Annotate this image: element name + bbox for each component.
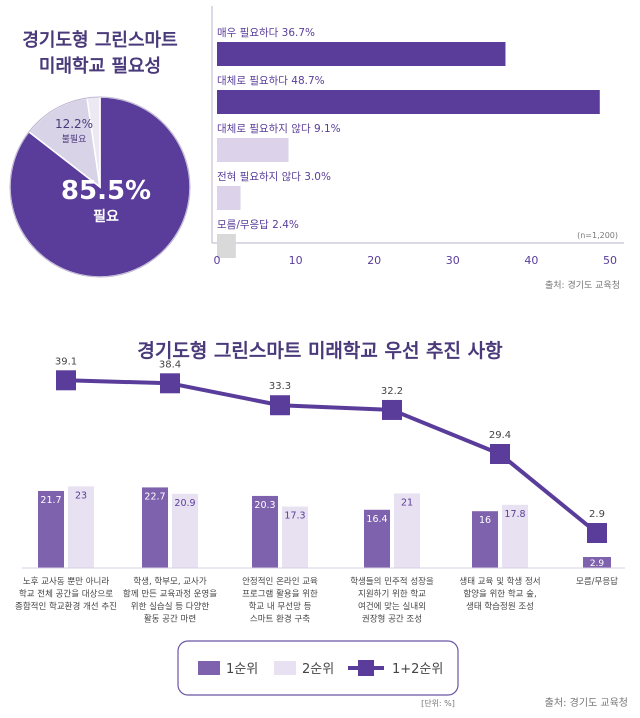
pie-value-unneeded: 12.2% [55,117,93,131]
category-label-3-2: 여건에 맞는 실내외 [358,601,426,612]
category-label-5-0: 모름/무응답 [576,576,618,587]
hbar-label-2: 대체로 필요하지 않다 9.1% [217,122,341,135]
hbar-xtick-2: 20 [367,254,381,267]
bar-rank1-3 [364,509,390,568]
pie-outline [9,96,191,278]
category-label-3-0: 학생들의 민주적 성장을 [350,576,434,587]
hbar-label-1: 대체로 필요하다 48.7% [217,74,325,87]
line-marker-0 [56,370,76,391]
bar-rank1-label-5: 2.9 [590,559,605,569]
hbar-xtick-0: 0 [214,254,221,267]
line-value-label-3: 32.2 [381,386,403,397]
pie-label-unneeded: 불필요 [62,133,87,145]
category-label-1-2: 위한 실습실 등 다양한 [131,601,210,612]
bar-rank1-5 [583,557,611,568]
line-marker-2 [270,395,290,416]
legend-box [177,640,459,696]
category-label-1-3: 활동 공간 마련 [144,614,196,625]
bar-rank1-label-4: 16 [479,515,491,526]
category-label-4-2: 생태 학습정원 조성 [466,601,534,612]
bar-rank1-label-0: 21.7 [40,495,61,506]
category-label-3-3: 권장형 공간 조성 [362,614,422,625]
bar-rank1-0 [38,490,64,568]
combo-source: 출처: 경기도 교육청 [545,696,628,709]
bar-rank2-2 [282,506,308,568]
bar-rank2-4 [502,504,528,568]
category-label-1-1: 함께 만든 교육과정 운영을 [123,589,217,600]
pie-title-line-2: 미래학교 필요성 [38,56,162,77]
pie-label-need: 필요 [93,208,119,225]
legend-swatch-rank2 [274,661,296,675]
category-label-0-1: 학교 전체 공간을 대상으로 [19,589,113,600]
line-value-label-4: 29.4 [489,430,511,441]
hbar-label-3: 전혀 필요하지 않다 3.0% [217,170,331,183]
bar-rank2-0 [68,486,94,568]
hbar-bar-1 [217,90,600,114]
category-label-2-1: 프로그램 활용을 위한 [242,589,318,600]
bar-rank2-label-3: 21 [401,497,413,508]
chart-legend: 1순위 2순위 1+2순위 [177,640,459,696]
pie-title-line-1: 경기도형 그린스마트 [22,30,178,51]
legend-label-rank2: 2순위 [302,662,334,677]
hbar-label-0: 매우 필요하다 36.7% [217,26,315,39]
line-value-label-2: 33.3 [269,381,291,392]
priority-chart-title: 경기도형 그린스마트 미래학교 우선 추진 사항 [137,340,503,362]
hbar-xtick-3: 30 [446,254,460,267]
pie-chart: 85.5% 필요 12.2% 불필요 [9,96,191,278]
line-marker-1 [160,373,180,394]
line-value-label-1: 38.4 [159,359,181,370]
category-label-4-1: 함양을 위한 학교 숲, [463,589,536,600]
bar-rank2-label-2: 17.3 [284,511,305,522]
hbar-label-4: 모름/무응답 2.4% [217,219,299,231]
hbar-xtick-1: 10 [289,254,303,267]
legend-swatch-rank1 [198,661,220,675]
line-rank1plus2 [65,378,599,535]
bar-rank1-2 [252,495,278,568]
category-label-3-1: 지원하기 위한 학교 [358,589,426,600]
bar-rank2-label-0: 23 [75,490,87,501]
bar-rank1-label-2: 20.3 [254,500,275,511]
pie-chart-title: 경기도형 그린스마트 미래학교 필요성 [0,28,200,80]
hbar-sample-note: (n=1,200) [577,231,618,240]
line-marker-4 [490,444,510,464]
bar-rank2-label-4: 17.8 [504,509,525,520]
hbar-bar-2 [217,138,289,162]
line-value-label-5: 2.9 [589,509,605,520]
bar-rank1-label-3: 16.4 [366,514,387,525]
category-label-4-0: 생태 교육 및 학생 정서 [459,576,540,587]
bar-rank1-4 [472,511,498,568]
category-label-2-0: 안정적인 온라인 교육 [242,576,318,587]
horizontal-bar-chart: 매우 필요하다 36.7% 대체로 필요하다 48.7% 대체로 필요하지 않다 9… [211,6,624,291]
line-marker-5 [587,523,607,543]
bar-rank2-label-1: 20.9 [174,498,195,509]
category-label-1-0: 학생, 학부모, 교사가 [133,576,207,587]
hbar-bar-0 [217,42,506,66]
bar-rank1-1 [142,487,168,568]
hbar-xtick-4: 40 [524,254,538,267]
category-label-2-3: 스마트 환경 구축 [250,614,310,625]
line-marker-3 [382,399,402,420]
pie-value-need: 85.5% [61,176,151,206]
category-label-2-2: 학교 내 무선망 등 [249,601,312,612]
bar-rank2-1 [172,493,198,568]
combo-unit-note: [단위: %] [421,698,455,708]
legend-label-rank1plus2: 1+2순위 [392,662,443,677]
bar-rank2-3 [394,493,420,568]
line-value-label-0: 39.1 [55,356,77,367]
category-label-0-2: 종합적인 학교환경 개선 추진 [15,601,117,612]
legend-marker-rank1plus2 [358,660,374,676]
hbar-bar-3 [217,186,241,210]
hbar-source: 출처: 경기도 교육청 [545,279,620,291]
hbar-xtick-5: 50 [603,254,617,267]
bar-rank1-label-1: 22.7 [144,491,165,502]
hbar-bar-4 [217,234,236,258]
legend-label-rank1: 1순위 [226,662,258,677]
category-label-0-0: 노후 교사동 뿐만 아니라 [23,576,109,587]
